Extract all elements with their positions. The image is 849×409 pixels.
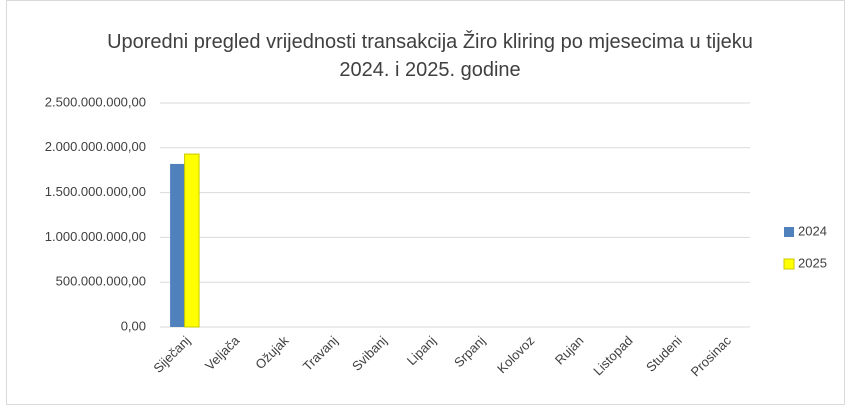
legend-swatch bbox=[783, 258, 795, 270]
y-tick-label: 2.500.000.000,00 bbox=[45, 94, 146, 109]
bar bbox=[170, 163, 185, 327]
y-tick-label: 500.000.000,00 bbox=[56, 274, 146, 289]
legend-label: 2025 bbox=[798, 255, 827, 270]
y-tick-label: 1.000.000.000,00 bbox=[45, 229, 146, 244]
legend-swatch bbox=[784, 227, 794, 237]
chart-border bbox=[6, 0, 845, 405]
y-tick-label: 0,00 bbox=[121, 318, 146, 333]
y-tick-label: 2.000.000.000,00 bbox=[45, 139, 146, 154]
chart-title: Uporedni pregled vrijednosti transakcija… bbox=[107, 31, 753, 81]
bar bbox=[184, 153, 200, 328]
y-tick-label: 1.500.000.000,00 bbox=[45, 184, 146, 199]
legend-label: 2024 bbox=[798, 223, 827, 238]
